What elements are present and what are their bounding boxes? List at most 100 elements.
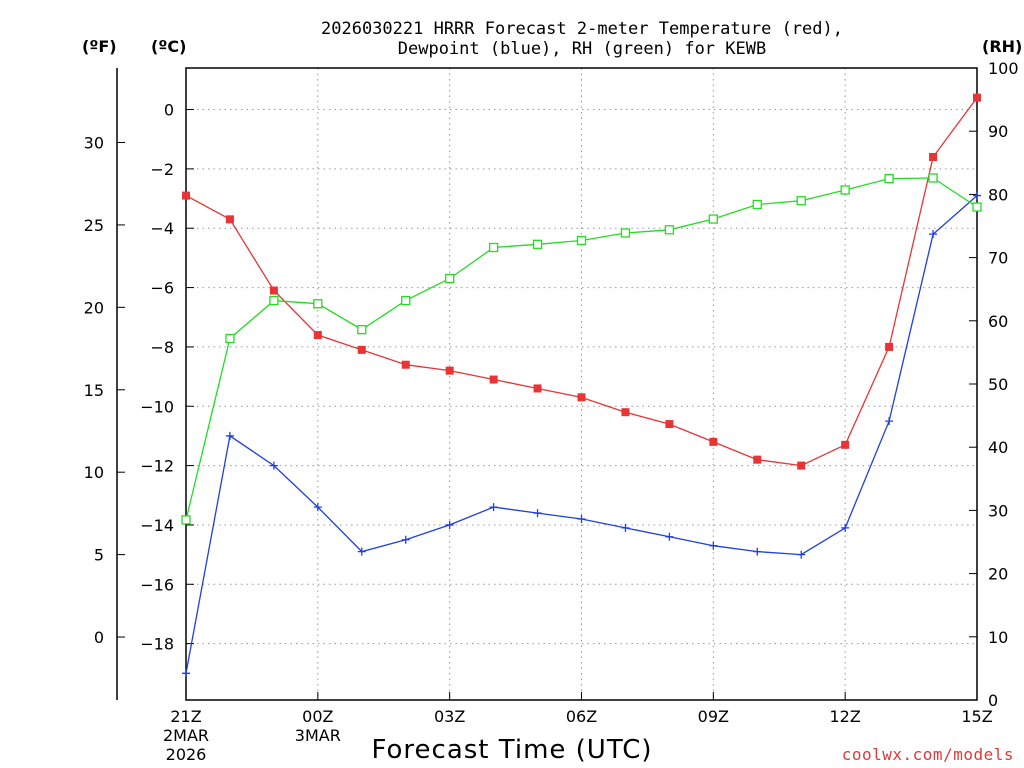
rh-point (840, 185, 850, 195)
temperature-point (797, 461, 806, 470)
rh-tick-label: 0 (988, 691, 998, 710)
time-tick-label: 06Z (566, 707, 597, 726)
rh-point (532, 239, 543, 249)
temperature-point (445, 366, 454, 375)
dewpoint-point (225, 431, 234, 440)
data-series (181, 93, 982, 678)
time-tick-label: 00Z (302, 707, 333, 726)
fahrenheit-tick-label: 20 (84, 298, 104, 317)
rh-point (313, 299, 323, 309)
grid-lines (186, 68, 977, 700)
rh-point (620, 228, 631, 238)
temperature-point (577, 393, 586, 402)
dewpoint-point (885, 417, 894, 426)
temperature-point (269, 286, 278, 295)
temperature-point (489, 375, 498, 384)
dewpoint-point (401, 535, 410, 544)
temperature-point (313, 331, 322, 340)
dewpoint-point (709, 541, 718, 550)
rh-tick-label: 80 (988, 185, 1008, 204)
rh-tick-label: 10 (988, 628, 1008, 647)
celsius-tick-label: −10 (140, 397, 174, 416)
celsius-tick-label: −12 (140, 457, 174, 476)
dewpoint-point (357, 547, 366, 556)
temperature-point (753, 455, 762, 464)
time-tick-label: 03Z (434, 707, 465, 726)
rh-point (401, 295, 411, 306)
fahrenheit-tick-label: 25 (84, 216, 104, 235)
temperature-point (973, 93, 981, 102)
rh-tick-label: 60 (988, 312, 1008, 331)
celsius-tick-label: −4 (150, 219, 174, 238)
dewpoint-point (841, 523, 850, 532)
dewpoint-point (577, 515, 586, 524)
rh-tick-label: 20 (988, 565, 1008, 584)
celsius-tick-label: −16 (140, 575, 174, 594)
dewpoint-point (533, 509, 542, 518)
temperature-point (401, 360, 410, 369)
dewpoint-point (182, 669, 190, 678)
celsius-unit-label: (ºC) (151, 37, 186, 56)
time-tick-date: 3MAR (295, 726, 341, 745)
celsius-tick-label: 0 (164, 101, 174, 120)
dewpoint-point (797, 550, 806, 559)
celsius-axis-ticks: 0 −2 −4 −6 −8 −10 −12 −14 −16 −18 (140, 101, 194, 654)
time-tick-label: 21Z (170, 707, 201, 726)
x-axis-label: Forecast Time (UTC) (371, 735, 652, 765)
temperature-point (621, 408, 630, 417)
dewpoint-point (445, 520, 454, 529)
time-tick-label: 15Z (961, 707, 992, 726)
time-tick-label: 09Z (698, 707, 729, 726)
rh-point (181, 515, 191, 525)
dewpoint-point (489, 503, 498, 512)
chart-title-line1: 2026030221 HRRR Forecast 2-meter Tempera… (321, 19, 843, 39)
rh-tick-label: 90 (988, 122, 1008, 141)
fahrenheit-tick-label: 0 (94, 628, 104, 647)
rh-point (576, 235, 587, 246)
dewpoint-point (665, 532, 674, 541)
temperature-point (182, 191, 190, 200)
rh-point (488, 242, 499, 253)
temperature-point (885, 342, 894, 351)
temperature-point (357, 345, 366, 354)
rh-tick-label: 70 (988, 249, 1008, 268)
rh-tick-label: 30 (988, 501, 1008, 520)
temperature-point (225, 215, 234, 224)
fahrenheit-tick-label: 5 (94, 546, 104, 565)
rh-point (752, 199, 762, 210)
rh-tick-label: 50 (988, 375, 1008, 394)
temperature-point (841, 440, 850, 449)
time-tick-year: 2026 (166, 745, 207, 764)
rh-tick-label: 40 (988, 438, 1008, 457)
dewpoint-point (929, 230, 938, 239)
temperature-point (929, 153, 938, 162)
temperature-point (709, 437, 718, 446)
credit-text: coolwx.com/models (842, 745, 1014, 764)
fahrenheit-tick-label: 15 (84, 381, 104, 400)
rh-point (796, 196, 806, 206)
dewpoint-point (753, 547, 762, 556)
rh-unit-label: (RH) (982, 37, 1022, 56)
rh-tick-label: 100 (988, 59, 1019, 78)
dewpoint-point (621, 523, 630, 532)
rh-point (357, 324, 367, 335)
rh-point (708, 214, 718, 224)
fahrenheit-tick-label: 30 (84, 134, 104, 153)
fahrenheit-axis-ticks: 30 25 20 15 10 5 0 (84, 134, 125, 647)
fahrenheit-tick-label: 10 (84, 463, 104, 482)
celsius-tick-label: −18 (140, 635, 174, 654)
celsius-tick-label: −8 (150, 338, 174, 357)
time-tick-label: 12Z (830, 707, 861, 726)
celsius-tick-label: −6 (150, 279, 174, 298)
dewpoint-point (269, 461, 278, 470)
rh-point (972, 202, 982, 212)
rh-point (664, 225, 675, 235)
rh-point (225, 333, 235, 344)
celsius-tick-label: −14 (140, 516, 174, 535)
fahrenheit-unit-label: (ºF) (82, 37, 117, 56)
rh-point (269, 295, 279, 306)
rh-point (884, 173, 894, 184)
